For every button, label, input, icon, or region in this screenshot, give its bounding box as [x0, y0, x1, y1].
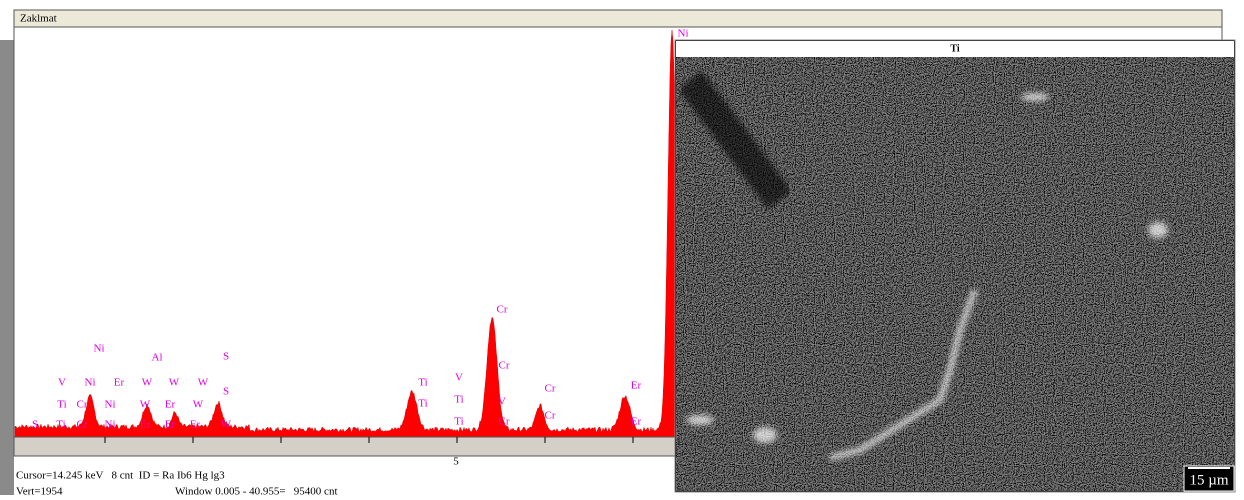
peak-label: Cr: [499, 360, 510, 372]
peak-label: Al: [152, 352, 163, 364]
peak-label: Ti: [454, 416, 463, 428]
peak-label: Ti: [57, 399, 66, 411]
peak-label: W: [193, 399, 204, 411]
title-bar: [14, 10, 1222, 27]
peak-label: Cr: [545, 410, 556, 422]
peak-label: Ti: [418, 398, 427, 410]
peak-label: W: [169, 377, 180, 389]
peak-label: W: [221, 419, 232, 431]
peak-label: Er: [114, 377, 125, 389]
x-tick-label: 5: [453, 456, 459, 468]
peak-label: Ni: [85, 377, 96, 389]
peak-label: V: [455, 372, 463, 384]
peak-label: Er: [165, 419, 176, 431]
peak-label: Ni: [105, 399, 116, 411]
eds-screen: Zaklmat 5 NiVNiErWWWTiCrNiWErWSTiCrNiErE…: [0, 0, 1244, 500]
peak-label: Cr: [497, 304, 508, 316]
peak-label: W: [198, 377, 209, 389]
peak-label: V: [498, 396, 506, 408]
map-title: Ti: [950, 43, 959, 54]
map-image: [676, 57, 1234, 491]
peak-label: Ni: [94, 343, 105, 355]
peak-label: Ni: [678, 28, 689, 40]
left-strip: [0, 40, 14, 495]
peak-label: S: [223, 386, 229, 398]
peak-label: S: [223, 351, 229, 363]
peak-label: Er: [631, 380, 642, 392]
status-cursor: Cursor=14.245 keV 8 cnt ID = Ra Ib6 Hg l…: [16, 470, 225, 482]
peak-label: W: [140, 399, 151, 411]
peak-label: Er: [631, 416, 642, 428]
scale-bar-label: 15 µm: [1189, 472, 1228, 488]
peak-label: Er: [190, 419, 201, 431]
peak-label: Cr: [545, 383, 556, 395]
peak-label: Ti: [418, 377, 427, 389]
peak-label: Ni: [105, 419, 116, 431]
peak-label: Ti: [56, 419, 65, 431]
peak-label: V: [58, 377, 66, 389]
window-title: Zaklmat: [20, 13, 57, 25]
status-window: Window 0.005 - 40.955= 95400 cnt: [175, 486, 338, 498]
peak-label: Ti: [454, 394, 463, 406]
peak-label: S: [32, 419, 38, 431]
peak-label: Er: [165, 399, 176, 411]
peak-label: W: [142, 377, 153, 389]
peak-label: Cr: [77, 399, 88, 411]
map-panel: Ti 15 µm: [675, 40, 1235, 492]
peak-label: Cr: [77, 419, 88, 431]
peak-label: Cr: [499, 416, 510, 428]
status-vert: Vert=1954: [16, 486, 63, 498]
peak-label: Er: [140, 419, 151, 431]
